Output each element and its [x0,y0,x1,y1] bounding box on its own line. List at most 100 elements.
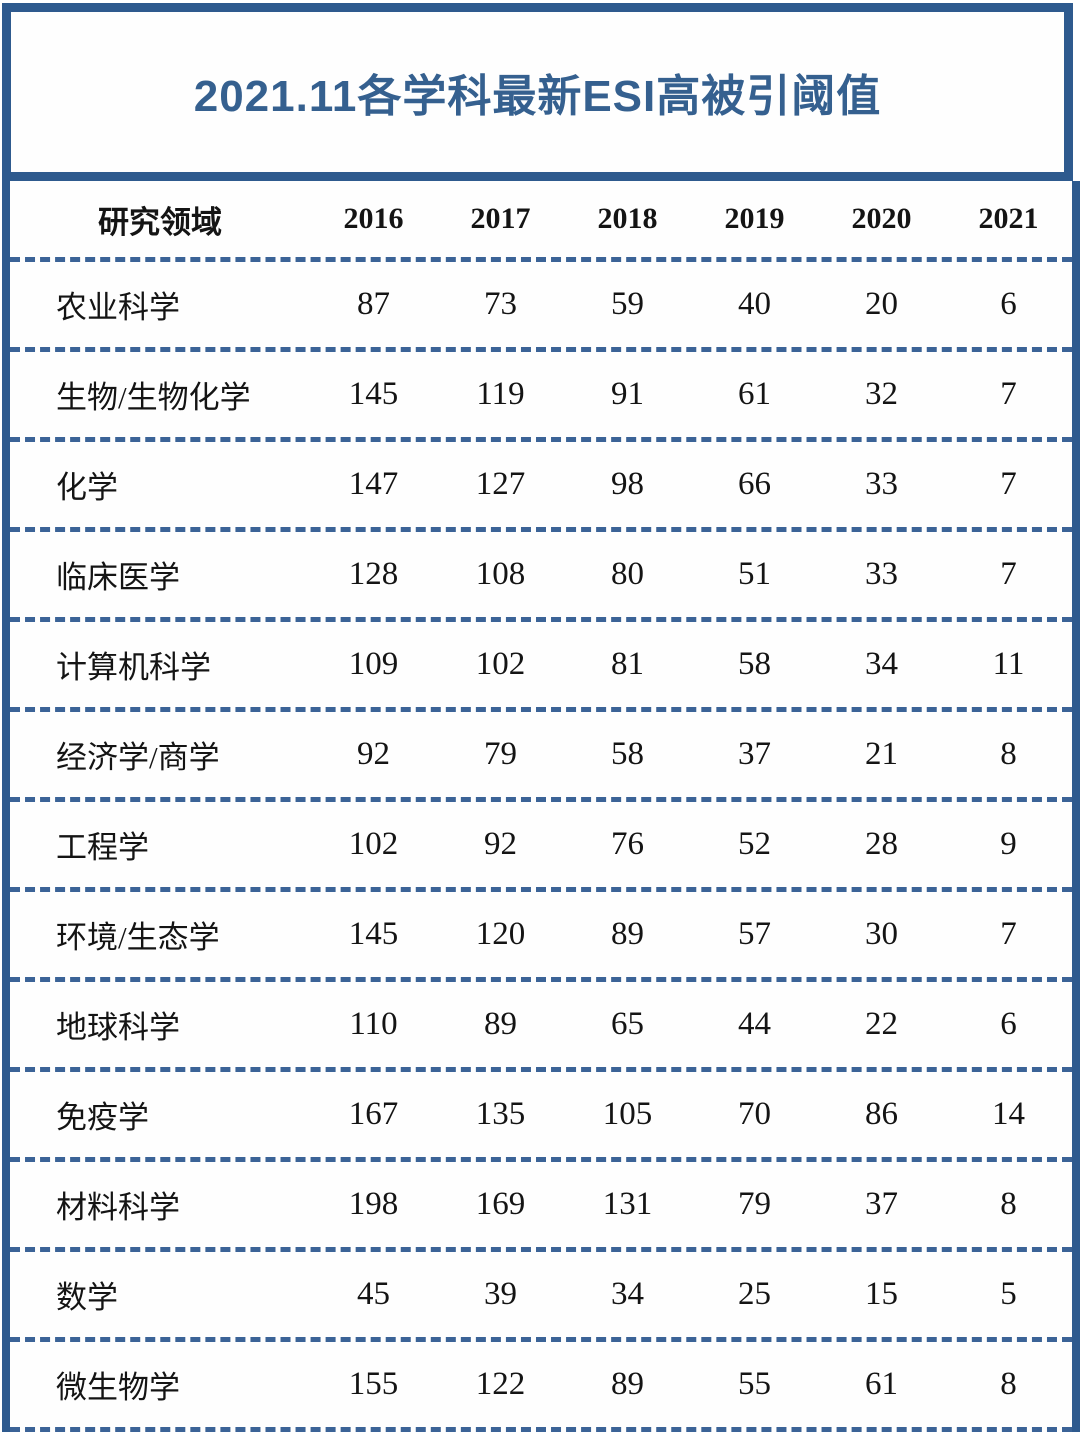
table-row: 经济学/商学 92 79 58 37 21 8 [10,712,1072,802]
field-cell: 工程学 [56,830,149,865]
table-header-row: 研究领域 2016 2017 2018 2019 2020 2021 [10,181,1072,262]
value-cell: 44 [738,1006,771,1042]
year-column-header: 2019 [724,202,785,235]
value-cell: 109 [348,646,399,682]
year-column-header: 2018 [597,202,658,235]
value-cell: 65 [611,1006,644,1042]
value-cell: 105 [602,1096,653,1132]
value-cell: 89 [611,916,644,952]
field-cell: 数学 [56,1280,118,1315]
value-cell: 51 [738,556,771,592]
value-cell: 131 [602,1186,653,1222]
value-cell: 120 [475,916,526,952]
field-cell: 地球科学 [56,1010,180,1045]
value-cell: 25 [738,1276,771,1312]
value-cell: 59 [611,286,644,322]
value-cell: 57 [738,916,771,952]
table-row: 生物/生物化学 145 119 91 61 32 7 [10,352,1072,442]
value-cell: 89 [484,1006,517,1042]
value-cell: 81 [611,646,644,682]
field-cell: 化学 [56,470,118,505]
value-cell: 80 [611,556,644,592]
year-column-header: 2020 [851,202,912,235]
table-row: 工程学 102 92 76 52 28 9 [10,802,1072,892]
table-row: 免疫学 167 135 105 70 86 14 [10,1072,1072,1162]
field-cell: 计算机科学 [56,650,211,685]
value-cell: 9 [1000,826,1017,862]
value-cell: 87 [357,286,390,322]
value-cell: 145 [348,376,399,412]
value-cell: 20 [865,286,898,322]
value-cell: 61 [865,1366,898,1402]
value-cell: 7 [1000,916,1017,952]
value-cell: 61 [738,376,771,412]
table-row: 材料科学 198 169 131 79 37 8 [10,1162,1072,1252]
value-cell: 14 [992,1096,1025,1132]
value-cell: 119 [476,376,525,412]
table-row: 计算机科学 109 102 81 58 34 11 [10,622,1072,712]
value-cell: 92 [357,736,390,772]
value-cell: 11 [992,646,1025,682]
field-cell: 农业科学 [56,290,180,325]
value-cell: 8 [1000,1366,1017,1402]
year-column-header: 2017 [470,202,531,235]
esi-threshold-table: 研究领域 2016 2017 2018 2019 2020 2021 农业科学 87 73 59… [2,181,1080,1432]
value-cell: 98 [611,466,644,502]
table-row: 环境/生态学 145 120 89 57 30 7 [10,892,1072,982]
value-cell: 28 [865,826,898,862]
value-cell: 30 [865,916,898,952]
value-cell: 127 [475,466,526,502]
value-cell: 37 [865,1186,898,1222]
field-cell: 免疫学 [56,1100,149,1135]
table-row: 临床医学 128 108 80 51 33 7 [10,532,1072,622]
page: 2021.11各学科最新ESI高被引阈值 研究领域 2016 2017 2018 20… [0,3,1080,1455]
field-cell: 材料科学 [56,1190,180,1225]
field-cell: 生物/生物化学 [56,380,251,415]
value-cell: 66 [738,466,771,502]
page-title: 2021.11各学科最新ESI高被引阈值 [193,72,882,121]
value-cell: 108 [475,556,526,592]
value-cell: 169 [475,1186,526,1222]
table-row: 数学 45 39 34 25 15 5 [10,1252,1072,1342]
value-cell: 55 [738,1366,771,1402]
field-column-header: 研究领域 [98,204,222,240]
table-row: 化学 147 127 98 66 33 7 [10,442,1072,532]
year-column-header: 2021 [978,202,1039,235]
value-cell: 8 [1000,736,1017,772]
value-cell: 39 [484,1276,517,1312]
value-cell: 86 [865,1096,898,1132]
value-cell: 92 [484,826,517,862]
field-cell: 临床医学 [56,560,180,595]
value-cell: 40 [738,286,771,322]
value-cell: 34 [611,1276,644,1312]
value-cell: 91 [611,376,644,412]
value-cell: 21 [865,736,898,772]
value-cell: 52 [738,826,771,862]
value-cell: 15 [865,1276,898,1312]
value-cell: 32 [865,376,898,412]
value-cell: 102 [475,646,526,682]
value-cell: 8 [1000,1186,1017,1222]
value-cell: 102 [348,826,399,862]
table-row: 农业科学 87 73 59 40 20 6 [10,262,1072,352]
value-cell: 167 [348,1096,399,1132]
field-cell: 经济学/商学 [56,740,220,775]
value-cell: 7 [1000,556,1017,592]
value-cell: 45 [357,1276,390,1312]
value-cell: 135 [475,1096,526,1132]
value-cell: 58 [611,736,644,772]
value-cell: 89 [611,1366,644,1402]
value-cell: 33 [865,466,898,502]
table-row: 微生物学 155 122 89 55 61 8 [10,1342,1072,1432]
value-cell: 6 [1000,286,1017,322]
value-cell: 5 [1000,1276,1017,1312]
field-cell: 环境/生态学 [56,920,220,955]
field-cell: 微生物学 [56,1370,180,1405]
value-cell: 7 [1000,376,1017,412]
value-cell: 79 [738,1186,771,1222]
value-cell: 76 [611,826,644,862]
value-cell: 122 [475,1366,526,1402]
value-cell: 145 [348,916,399,952]
value-cell: 155 [348,1366,399,1402]
value-cell: 7 [1000,466,1017,502]
